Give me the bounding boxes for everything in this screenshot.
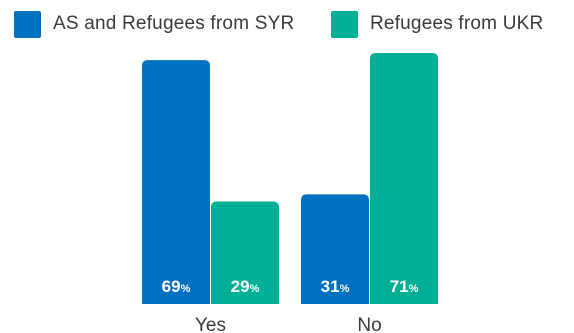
data-label-no-ukr: 71% <box>390 277 419 296</box>
legend-item-ukr: Refugees from UKR <box>331 9 543 39</box>
bar-yes-syr <box>142 60 210 305</box>
data-label-yes-syr: 69% <box>162 277 191 296</box>
legend-item-syr: AS and Refugees from SYR <box>14 9 294 39</box>
bar-yes-ukr <box>211 201 279 304</box>
data-label-yes-ukr: 29% <box>231 277 260 296</box>
bar-no-syr <box>301 194 369 304</box>
legend-swatch-ukr <box>331 10 358 38</box>
category-label-yes: Yes <box>195 315 226 333</box>
category-label-no: No <box>357 315 381 333</box>
data-label-no-syr: 31% <box>321 277 350 296</box>
legend: AS and Refugees from SYR Refugees from U… <box>0 0 574 50</box>
legend-label-syr: AS and Refugees from SYR <box>53 13 295 34</box>
bar-no-ukr <box>370 53 438 304</box>
legend-swatch-syr <box>14 10 41 38</box>
legend-label-ukr: Refugees from UKR <box>370 13 544 34</box>
